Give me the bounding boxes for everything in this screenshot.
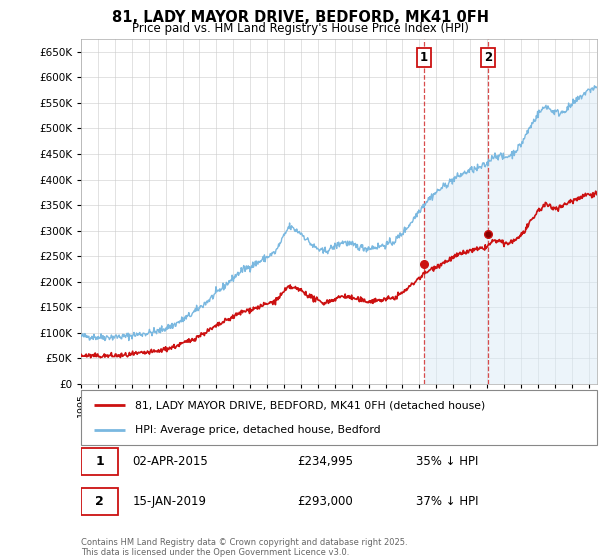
FancyBboxPatch shape — [81, 488, 118, 515]
Text: 2: 2 — [95, 494, 104, 508]
FancyBboxPatch shape — [81, 390, 597, 445]
Text: 37% ↓ HPI: 37% ↓ HPI — [416, 494, 479, 508]
Text: 1: 1 — [419, 52, 428, 64]
Text: £293,000: £293,000 — [298, 494, 353, 508]
Text: 15-JAN-2019: 15-JAN-2019 — [133, 494, 206, 508]
Text: 1: 1 — [95, 455, 104, 468]
FancyBboxPatch shape — [81, 449, 118, 475]
Text: 81, LADY MAYOR DRIVE, BEDFORD, MK41 0FH: 81, LADY MAYOR DRIVE, BEDFORD, MK41 0FH — [112, 10, 488, 25]
Text: Contains HM Land Registry data © Crown copyright and database right 2025.
This d: Contains HM Land Registry data © Crown c… — [81, 538, 407, 557]
Text: 02-APR-2015: 02-APR-2015 — [133, 455, 208, 468]
Text: HPI: Average price, detached house, Bedford: HPI: Average price, detached house, Bedf… — [135, 424, 381, 435]
Text: 81, LADY MAYOR DRIVE, BEDFORD, MK41 0FH (detached house): 81, LADY MAYOR DRIVE, BEDFORD, MK41 0FH … — [135, 400, 485, 410]
Text: 2: 2 — [484, 52, 492, 64]
Text: Price paid vs. HM Land Registry's House Price Index (HPI): Price paid vs. HM Land Registry's House … — [131, 22, 469, 35]
Text: 35% ↓ HPI: 35% ↓ HPI — [416, 455, 479, 468]
Text: £234,995: £234,995 — [298, 455, 354, 468]
